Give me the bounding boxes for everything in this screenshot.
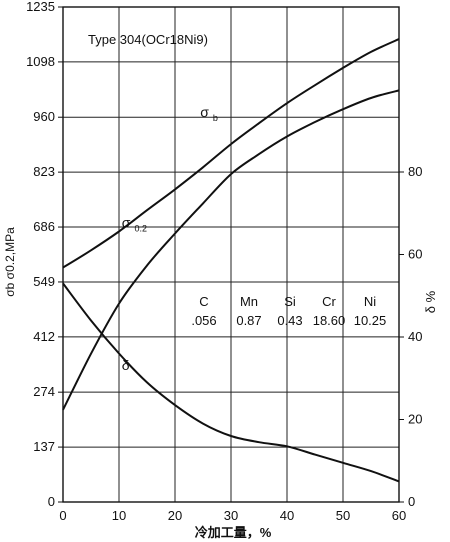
composition-value: 18.60 — [313, 313, 346, 328]
x-tick-label: 0 — [59, 508, 66, 523]
x-tick-label: 20 — [168, 508, 182, 523]
left-axis-ticks: 0 137 274 412 549 686 823 960 1098 1235 — [26, 0, 63, 509]
series-line-0 — [62, 38, 400, 269]
y-axis-label-left: σb σ0.2,MPa — [3, 227, 17, 297]
series-label-1: σ 0.2 — [122, 214, 147, 233]
composition-element: Si — [284, 294, 296, 309]
composition-element: C — [199, 294, 208, 309]
x-axis-ticks: 0 10 20 30 40 50 60 — [59, 508, 406, 523]
series-line-1 — [62, 89, 400, 411]
x-tick-label: 30 — [224, 508, 238, 523]
left-tick-label: 1235 — [26, 0, 55, 14]
series-layer — [62, 38, 400, 483]
left-tick-label: 274 — [33, 384, 55, 399]
right-tick-label: 40 — [408, 329, 422, 344]
composition-table: C Mn Si Cr Ni .056 0.87 0.43 18.60 10.25 — [191, 294, 386, 328]
right-tick-label: 20 — [408, 412, 422, 427]
series-label-2: δ — [122, 357, 130, 373]
composition-value: 0.43 — [277, 313, 302, 328]
x-tick-label: 50 — [336, 508, 350, 523]
left-tick-label: 137 — [33, 439, 55, 454]
composition-value: 0.87 — [236, 313, 261, 328]
composition-element: Mn — [240, 294, 258, 309]
left-tick-label: 549 — [33, 274, 55, 289]
right-tick-label: 0 — [408, 494, 415, 509]
grid — [62, 6, 400, 503]
left-tick-label: 823 — [33, 164, 55, 179]
x-tick-label: 60 — [392, 508, 406, 523]
composition-element: Ni — [364, 294, 376, 309]
composition-value: .056 — [191, 313, 216, 328]
x-tick-label: 40 — [280, 508, 294, 523]
left-tick-label: 960 — [33, 109, 55, 124]
composition-value: 10.25 — [354, 313, 387, 328]
left-tick-label: 1098 — [26, 54, 55, 69]
x-axis-label: 冷加工量，% — [195, 525, 272, 540]
left-tick-label: 0 — [48, 494, 55, 509]
y-axis-label-right: δ % — [423, 290, 438, 313]
left-tick-label: 686 — [33, 219, 55, 234]
right-tick-label: 60 — [408, 247, 422, 262]
right-axis-ticks: 0 20 40 60 80 — [399, 164, 422, 509]
chart-title: Type 304(OCr18Ni9) — [88, 32, 208, 47]
right-tick-label: 80 — [408, 164, 422, 179]
composition-element: Cr — [322, 294, 336, 309]
left-tick-label: 412 — [33, 329, 55, 344]
series-line-2 — [62, 282, 400, 483]
x-tick-label: 10 — [112, 508, 126, 523]
